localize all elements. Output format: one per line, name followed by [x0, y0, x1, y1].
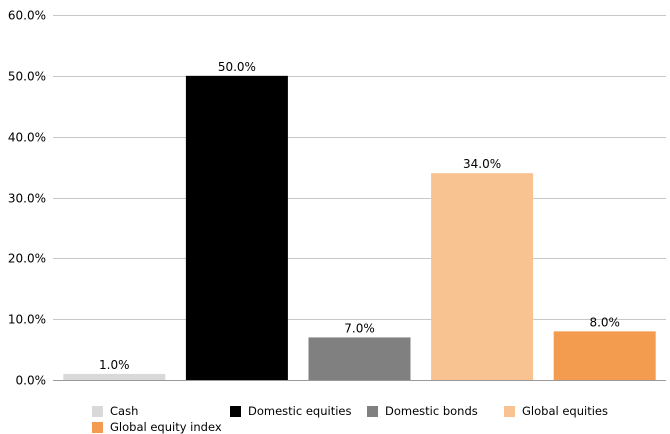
y-tick-label: 50.0% — [8, 70, 46, 84]
y-tick-label: 60.0% — [8, 9, 46, 23]
legend-swatch — [504, 405, 515, 417]
legend-label: Cash — [110, 404, 139, 418]
y-tick-label: 20.0% — [8, 252, 46, 266]
bar-global-equities — [431, 173, 534, 380]
legend-label: Domestic equities — [248, 404, 352, 418]
legend-swatch — [367, 405, 378, 417]
y-tick-label: 10.0% — [8, 313, 46, 327]
bar-domestic-bonds — [308, 337, 411, 380]
legend-swatch — [230, 405, 241, 417]
y-tick-label: 40.0% — [8, 131, 46, 145]
legend-item-cash: Cash — [92, 404, 138, 418]
bar-cash — [63, 373, 166, 380]
legend-item-domestic-bonds: Domestic bonds — [367, 404, 478, 418]
y-axis-tick-labels: 0.0% 10.0% 20.0% 30.0% 40.0% 50.0% 60.0% — [8, 9, 46, 388]
legend-label: Global equity index — [110, 420, 222, 434]
bar-global-equity-index — [553, 331, 656, 380]
legend-label: Global equities — [522, 404, 608, 418]
data-label: 1.0% — [99, 358, 130, 372]
legend-swatch — [92, 405, 103, 417]
gridlines — [53, 15, 666, 381]
y-tick-label: 0.0% — [16, 374, 47, 388]
legend-swatch — [92, 421, 103, 433]
data-label: 34.0% — [463, 157, 501, 171]
bar-chart: 0.0% 10.0% 20.0% 30.0% 40.0% 50.0% 60.0% 1.0% 5… — [8, 9, 666, 388]
bar-domestic-equities — [185, 75, 288, 380]
legend-item-domestic-equities: Domestic equities — [230, 404, 351, 418]
legend-item-global-equities: Global equities — [504, 404, 608, 418]
legend-item-global-equity-index: Global equity index — [92, 420, 222, 434]
data-label: 7.0% — [344, 321, 375, 335]
data-labels: 1.0% 50.0% 7.0% 34.0% 8.0% — [99, 60, 620, 372]
bars — [63, 75, 656, 380]
y-tick-label: 30.0% — [8, 192, 46, 206]
legend-label: Domestic bonds — [385, 404, 478, 418]
data-label: 50.0% — [218, 60, 256, 74]
data-label: 8.0% — [589, 315, 620, 329]
